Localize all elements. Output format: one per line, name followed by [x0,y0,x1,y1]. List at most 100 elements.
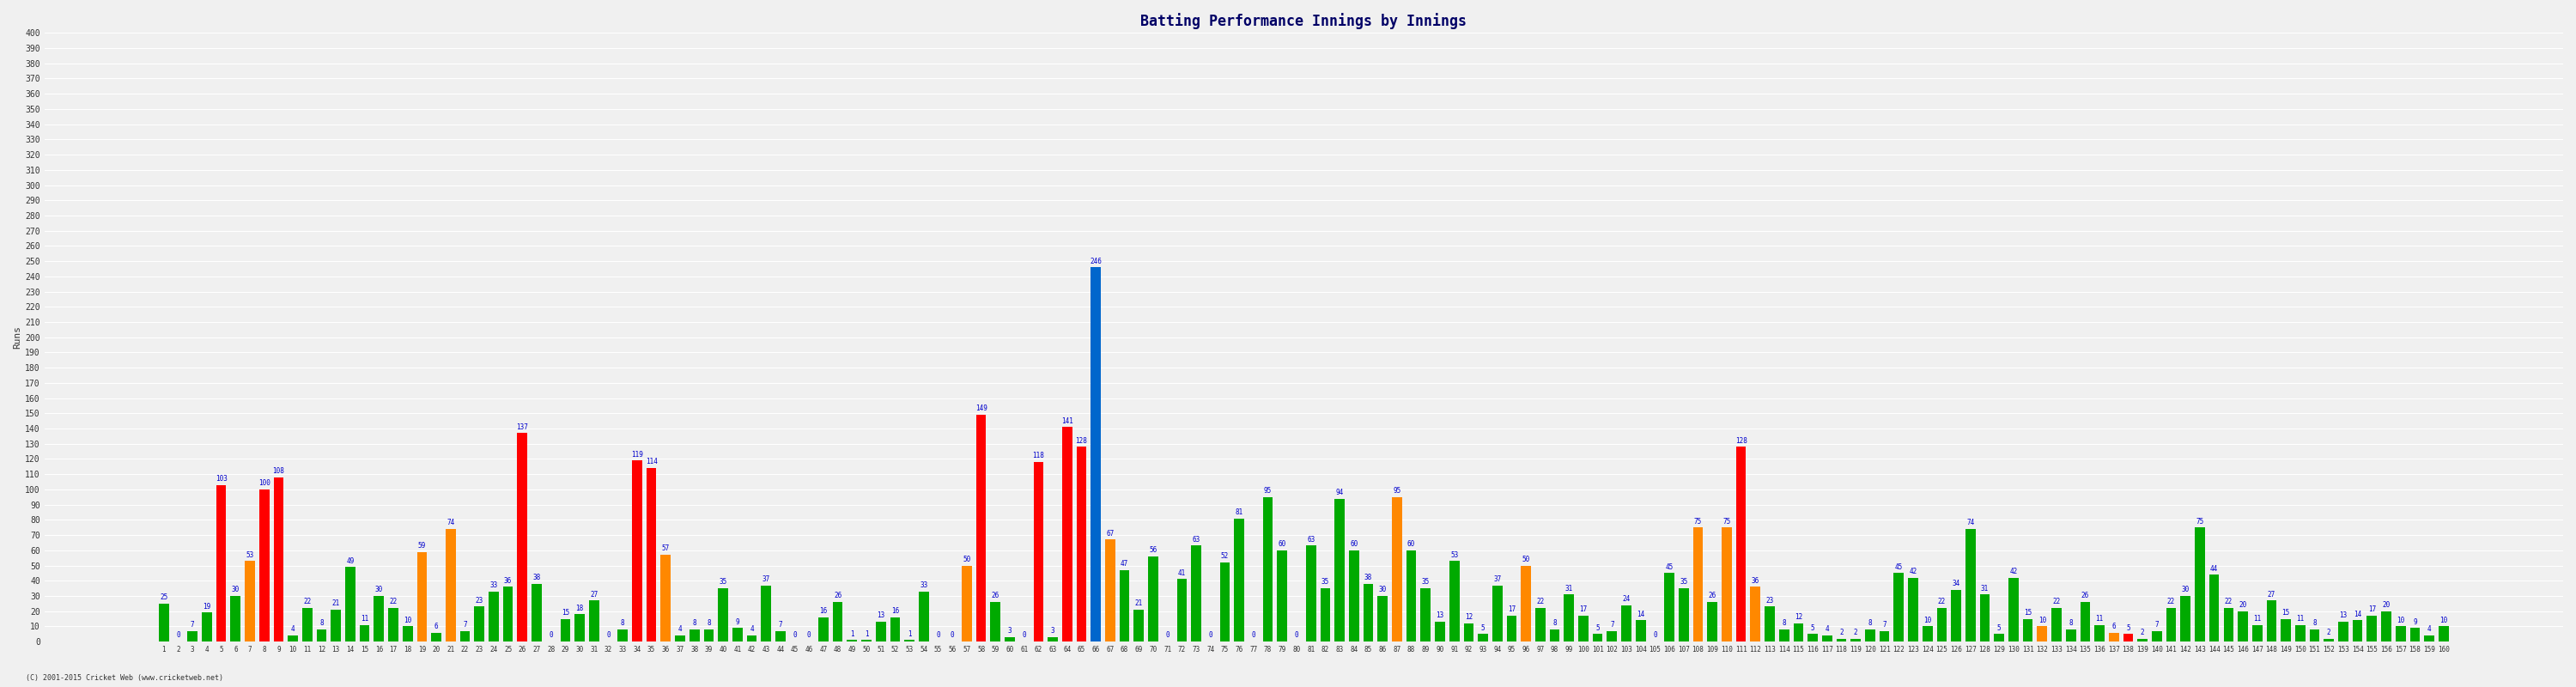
Bar [1780,629,1790,642]
Bar [1190,545,1200,642]
Text: 44: 44 [2210,565,2218,572]
Text: 42: 42 [2009,567,2017,576]
Text: 0: 0 [793,631,796,640]
Bar [518,433,528,642]
Text: 36: 36 [1752,577,1759,585]
Bar [1865,629,1875,642]
Text: 21: 21 [1136,600,1144,607]
Bar [1133,609,1144,642]
Text: 2: 2 [2326,629,2331,636]
Text: 20: 20 [2239,601,2246,609]
Text: 2: 2 [2141,629,2143,636]
Bar [1535,608,1546,642]
Text: 114: 114 [647,458,657,466]
Bar [1520,565,1530,642]
Text: 26: 26 [1708,592,1716,600]
Bar [1077,447,1087,642]
Text: 52: 52 [1221,552,1229,560]
Text: 36: 36 [505,577,513,585]
Text: 56: 56 [1149,546,1157,554]
Bar [1419,588,1430,642]
Text: 5: 5 [1481,624,1484,632]
Text: 60: 60 [1350,540,1358,548]
Bar [574,614,585,642]
Bar [1406,550,1417,642]
Text: 5: 5 [2125,624,2130,632]
Text: 14: 14 [2354,610,2362,618]
Text: 4: 4 [291,625,294,633]
Text: 30: 30 [2182,586,2190,594]
Text: 0: 0 [1164,631,1170,640]
Text: 75: 75 [1723,517,1731,525]
Text: 0: 0 [605,631,611,640]
Text: 8: 8 [693,620,696,627]
Bar [1922,627,1932,642]
Text: 10: 10 [2038,616,2045,624]
Text: 23: 23 [1765,596,1775,605]
Bar [216,485,227,642]
Text: 75: 75 [2195,517,2205,525]
Text: 0: 0 [549,631,554,640]
Bar [1005,637,1015,642]
Text: 7: 7 [778,621,783,629]
Bar [1749,587,1759,642]
Bar [1981,594,1989,642]
Text: 12: 12 [1466,613,1473,621]
Bar [229,596,240,642]
Bar [245,561,255,642]
Bar [961,565,971,642]
Text: 10: 10 [404,616,412,624]
Bar [1350,550,1360,642]
Bar [417,552,428,642]
Bar [2251,625,2262,642]
Bar [1564,594,1574,642]
Bar [1435,622,1445,642]
Text: 59: 59 [417,542,425,550]
Text: 0: 0 [935,631,940,640]
Bar [1893,573,1904,642]
Bar [1793,623,1803,642]
Text: 75: 75 [1695,517,1703,525]
Bar [301,608,312,642]
Text: 10: 10 [2396,616,2403,624]
Bar [330,609,340,642]
Bar [1177,579,1188,642]
Bar [2123,634,2133,642]
Bar [1680,588,1690,642]
Text: 74: 74 [446,519,453,527]
Text: 13: 13 [876,612,884,620]
Bar [2439,627,2450,642]
Text: 23: 23 [477,596,484,605]
Text: 8: 8 [1868,620,1873,627]
Bar [1636,620,1646,642]
Bar [1736,447,1747,642]
Text: 35: 35 [719,578,726,586]
Bar [1363,584,1373,642]
Bar [1994,634,2004,642]
Text: 95: 95 [1394,487,1401,495]
Text: 8: 8 [1783,620,1785,627]
Text: 15: 15 [2282,609,2290,616]
Text: 7: 7 [1610,621,1615,629]
Bar [502,587,513,642]
Bar [1607,631,1618,642]
Text: 22: 22 [389,598,397,606]
Text: 17: 17 [1579,606,1587,613]
Text: 7: 7 [1883,621,1886,629]
Text: 0: 0 [175,631,180,640]
Bar [1837,638,1847,642]
Text: 6: 6 [2112,622,2115,630]
Bar [361,625,368,642]
Text: 5: 5 [1811,624,1814,632]
Bar [1450,561,1461,642]
Bar [2396,627,2406,642]
Text: 31: 31 [1981,585,1989,592]
Text: 60: 60 [1278,540,1285,548]
Text: 119: 119 [631,451,644,458]
Text: 3: 3 [1007,627,1012,635]
Text: 11: 11 [2094,615,2105,622]
Bar [2352,620,2362,642]
Bar [2311,629,2318,642]
Text: 5: 5 [1595,624,1600,632]
Bar [1880,631,1888,642]
